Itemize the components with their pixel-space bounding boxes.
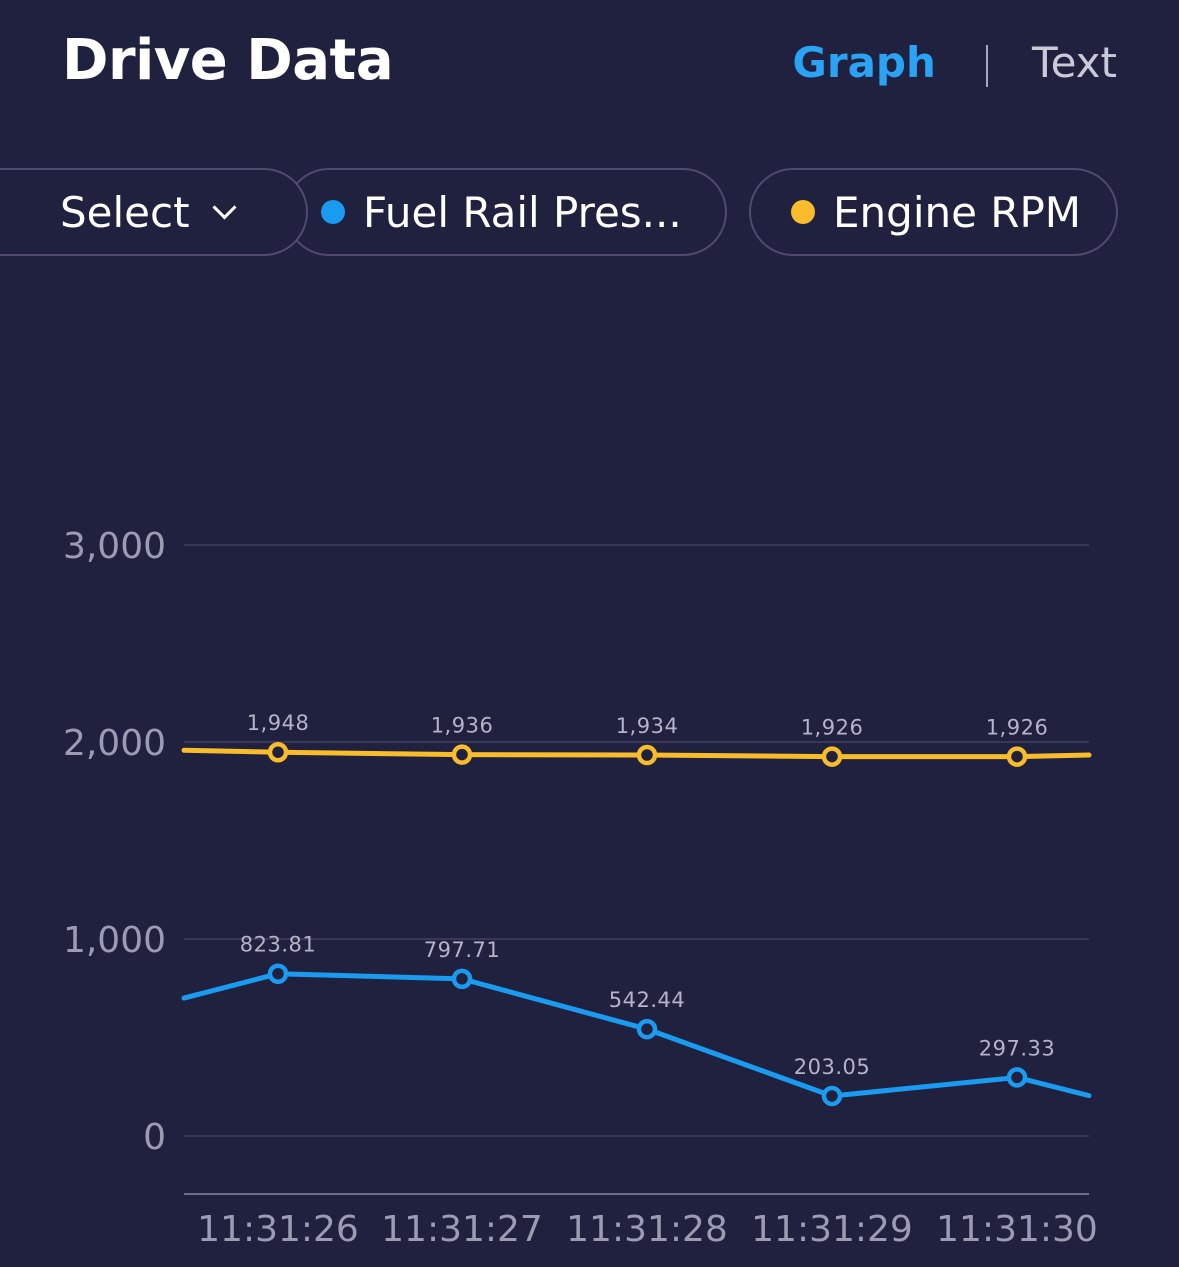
fuel-rail-pres-point	[267, 963, 289, 984]
engine-rpm-data-label: 1,926	[986, 716, 1049, 740]
page-title: Drive Data	[62, 28, 394, 93]
fuel-rail-pres-data-label: 203.05	[794, 1055, 870, 1079]
engine-rpm-data-label: 1,948	[247, 711, 310, 735]
toggle-divider: |	[979, 38, 995, 87]
engine-rpm-data-label: 1,936	[431, 714, 494, 738]
fuel-rail-pres-point	[451, 968, 473, 990]
engine-rpm-point	[636, 744, 658, 766]
x-tick-label: 11:31:28	[566, 1209, 728, 1250]
x-tick-label: 11:31:29	[751, 1209, 913, 1250]
y-tick-label: 3,000	[63, 526, 166, 567]
view-toggle: Graph | Text	[792, 38, 1117, 87]
graph-view-button[interactable]: Graph	[792, 38, 936, 87]
fuel-rail-pres-point	[1006, 1067, 1028, 1088]
fuel-rail-pres-data-label: 823.81	[240, 933, 316, 957]
fuel-rail-pres-point	[821, 1085, 843, 1107]
fuel-rail-pres-point	[636, 1018, 658, 1040]
y-tick-label: 0	[143, 1117, 166, 1158]
x-tick-label: 11:31:27	[381, 1209, 543, 1250]
engine-rpm-point	[821, 746, 843, 767]
engine-rpm-chip[interactable]: Engine RPM	[749, 168, 1118, 256]
select-dropdown[interactable]: Select	[0, 168, 308, 256]
engine-rpm-point	[451, 744, 473, 765]
text-view-button[interactable]: Text	[1032, 38, 1117, 87]
fuel-rail-pressure-chip-label: Fuel Rail Pres...	[363, 187, 682, 237]
engine-rpm-point	[1006, 746, 1028, 767]
engine-rpm-data-label: 1,926	[801, 716, 864, 740]
x-tick-label: 11:31:30	[936, 1209, 1098, 1250]
engine-rpm-data-label: 1,934	[616, 714, 679, 738]
fuel-rail-pres-data-label: 297.33	[979, 1036, 1055, 1060]
fuel-rail-pres-data-label: 542.44	[609, 988, 685, 1012]
fuel-rail-pressure-color-dot	[321, 200, 345, 224]
fuel-rail-pres-data-label: 797.71	[424, 938, 500, 962]
y-tick-label: 1,000	[63, 920, 166, 961]
x-tick-label: 11:31:26	[197, 1209, 359, 1250]
engine-rpm-chip-label: Engine RPM	[833, 187, 1082, 237]
engine-rpm-color-dot	[791, 200, 815, 224]
select-label: Select	[60, 187, 190, 237]
fuel-rail-pressure-chip[interactable]: Fuel Rail Pres...	[285, 168, 727, 256]
engine-rpm-line	[181, 747, 1092, 760]
engine-rpm-point	[267, 741, 289, 763]
chevron-down-icon	[212, 194, 237, 220]
y-tick-label: 2,000	[63, 723, 166, 764]
